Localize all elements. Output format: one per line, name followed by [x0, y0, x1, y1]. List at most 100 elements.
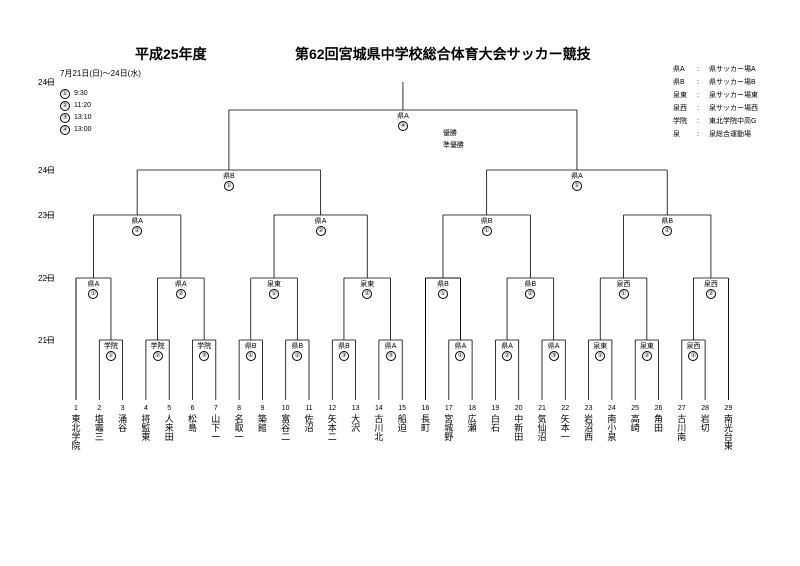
- team-2: 2 塩竈三: [92, 405, 106, 441]
- team-number: 12: [325, 405, 339, 412]
- team-name: 角田: [652, 414, 665, 432]
- team-9: 9 築館: [255, 405, 269, 432]
- team-27: 27古川南: [675, 405, 689, 441]
- team-name: 東北学院: [70, 414, 83, 450]
- match-label: 県B②: [653, 217, 681, 236]
- team-number: 26: [652, 405, 666, 412]
- team-name: 白石: [489, 414, 502, 432]
- match-label: 県B①: [237, 342, 265, 361]
- team-name: 南光台東: [722, 414, 735, 450]
- team-number: 5: [162, 405, 176, 412]
- team-number: 18: [465, 405, 479, 412]
- team-number: 6: [186, 405, 200, 412]
- match-label: 県B②: [283, 342, 311, 361]
- team-number: 25: [628, 405, 642, 412]
- team-name: 塩竈三: [93, 414, 106, 441]
- team-number: 13: [349, 405, 363, 412]
- day-label: 23日: [38, 210, 55, 221]
- match-label: 県A②: [307, 217, 335, 236]
- match-label: 県A②: [493, 342, 521, 361]
- team-29: 29南光台東: [721, 405, 735, 450]
- team-3: 3涌谷: [116, 405, 130, 432]
- match-label: 県B①: [473, 217, 501, 236]
- team-name: 松島: [186, 414, 199, 432]
- match-label: 県A①: [446, 342, 474, 361]
- team-22: 22 矢本一: [558, 405, 572, 441]
- team-name: 富谷二: [279, 414, 292, 441]
- match-label: 県A①: [563, 172, 591, 191]
- team-name: 南小泉: [605, 414, 618, 441]
- match-label: 泉東②: [633, 342, 661, 361]
- team-23: 23岩沼西: [582, 405, 596, 441]
- tournament-bracket-page: 平成25年度 第62回宮城県中学校総合体育大会サッカー競技 7月21日(日)～2…: [0, 0, 800, 566]
- team-number: 20: [512, 405, 526, 412]
- team-number: 24: [605, 405, 619, 412]
- team-number: 27: [675, 405, 689, 412]
- match-label: 泉西①: [679, 342, 707, 361]
- match-label: 泉西①: [610, 280, 638, 299]
- team-name: 築館: [256, 414, 269, 432]
- team-name: 矢本一: [559, 414, 572, 441]
- team-21: 21 気仙沼: [535, 405, 549, 441]
- team-number: 14: [372, 405, 386, 412]
- team-name: 佐沼: [303, 414, 316, 432]
- team-name: 人来田: [163, 414, 176, 441]
- team-name: 矢本二: [326, 414, 339, 441]
- team-number: 4: [139, 405, 153, 412]
- team-6: 6 松島: [186, 405, 200, 432]
- team-17: 17宮城野: [442, 405, 456, 441]
- day-label: 24日: [38, 77, 55, 88]
- match-label: 県A③: [377, 342, 405, 361]
- team-number: 23: [582, 405, 596, 412]
- winner-label: 優勝: [443, 128, 457, 138]
- match-label: 県B①: [215, 172, 243, 191]
- team-number: 10: [279, 405, 293, 412]
- match-label: 県A③: [540, 342, 568, 361]
- team-13: 13 大沢: [349, 405, 363, 432]
- team-name: 気仙沼: [536, 414, 549, 441]
- match-label: 泉西②: [697, 280, 725, 299]
- team-number: 16: [419, 405, 433, 412]
- team-number: 7: [209, 405, 223, 412]
- bracket-svg: [0, 0, 800, 566]
- match-label: 県A①: [79, 280, 107, 299]
- team-10: 10 富谷二: [279, 405, 293, 441]
- team-25: 25 高崎: [628, 405, 642, 432]
- team-number: 22: [558, 405, 572, 412]
- team-1: 1東北学院: [69, 405, 83, 450]
- day-label: 24日: [38, 165, 55, 176]
- team-name: 広瀬: [466, 414, 479, 432]
- team-name: 長町: [419, 414, 432, 432]
- team-19: 19 白石: [488, 405, 502, 432]
- team-number: 2: [92, 405, 106, 412]
- team-18: 18 広瀬: [465, 405, 479, 432]
- team-15: 15 船迫: [395, 405, 409, 432]
- team-8: 8名取一: [232, 405, 246, 441]
- match-label: 泉東①: [586, 342, 614, 361]
- match-label: 学院③: [190, 342, 218, 361]
- team-number: 19: [488, 405, 502, 412]
- team-name: 古川北: [372, 414, 385, 441]
- team-number: 11: [302, 405, 316, 412]
- team-14: 14 古川北: [372, 405, 386, 441]
- team-name: 高崎: [629, 414, 642, 432]
- match-label: 県B①: [429, 280, 457, 299]
- team-number: 9: [255, 405, 269, 412]
- match-label: 県B②: [516, 280, 544, 299]
- team-number: 21: [535, 405, 549, 412]
- team-name: 船迫: [396, 414, 409, 432]
- team-24: 24 南小泉: [605, 405, 619, 441]
- match-label: 泉東①: [260, 280, 288, 299]
- team-name: 大沢: [349, 414, 362, 432]
- team-20: 20 中新田: [512, 405, 526, 441]
- team-number: 15: [395, 405, 409, 412]
- runnerup-label: 準優勝: [443, 140, 464, 150]
- match-label: 県B③: [330, 342, 358, 361]
- team-16: 16 長町: [419, 405, 433, 432]
- match-label: 泉東②: [353, 280, 381, 299]
- team-name: 中新田: [512, 414, 525, 441]
- day-label: 21日: [38, 335, 55, 346]
- team-12: 12 矢本二: [325, 405, 339, 441]
- team-name: 宮城野: [442, 414, 455, 441]
- team-7: 7山下一: [209, 405, 223, 441]
